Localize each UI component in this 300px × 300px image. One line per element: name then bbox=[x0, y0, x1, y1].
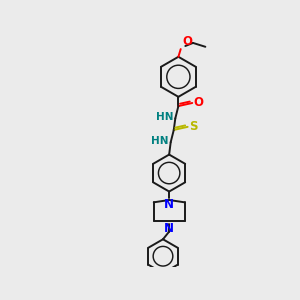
Text: S: S bbox=[189, 120, 198, 133]
Text: O: O bbox=[194, 96, 204, 109]
Text: HN: HN bbox=[156, 112, 173, 122]
Text: HN: HN bbox=[151, 136, 169, 146]
Text: N: N bbox=[164, 222, 174, 235]
Text: O: O bbox=[182, 34, 192, 47]
Text: N: N bbox=[164, 199, 174, 212]
